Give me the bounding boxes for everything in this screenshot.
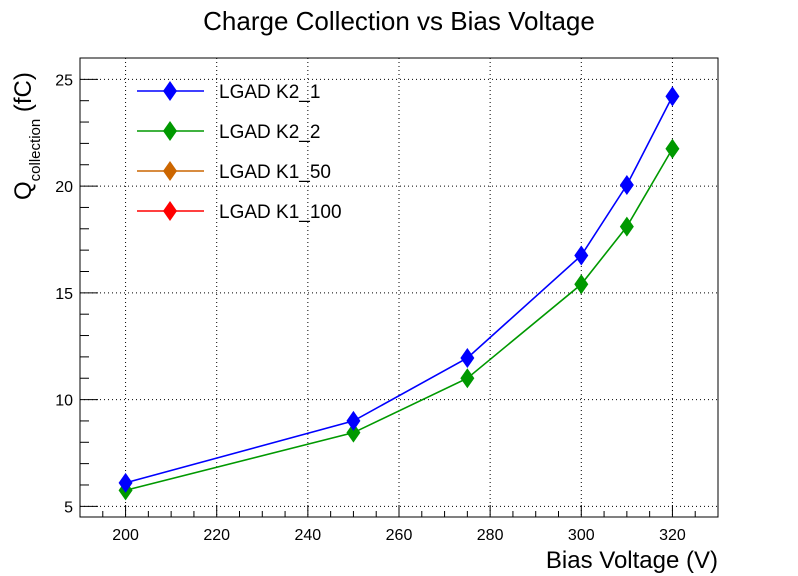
y-axis-title-sub: collection <box>27 119 44 182</box>
series-1-point-4 <box>619 216 634 237</box>
legend-label-2: LGAD K1_50 <box>219 162 331 183</box>
y-tick-label-1: 10 <box>55 393 73 410</box>
y-tick-label-3: 20 <box>55 179 73 196</box>
chart-title: Charge Collection vs Bias Voltage <box>203 6 595 36</box>
series-0-point-1 <box>346 410 361 431</box>
y-axis-title-main: Q <box>10 181 37 200</box>
y-tick-label-4: 25 <box>55 72 73 89</box>
series-0-point-2 <box>460 347 475 368</box>
series-0-point-4 <box>619 175 634 196</box>
y-axis-title-unit: (fC) <box>10 72 37 119</box>
x-tick-label-6: 320 <box>659 527 686 544</box>
series-1-point-1 <box>346 422 361 443</box>
legend-marker-0 <box>163 81 177 101</box>
legend-label-3: LGAD K1_100 <box>219 202 342 223</box>
series-line-0 <box>125 96 674 484</box>
x-tick-label-4: 280 <box>477 527 504 544</box>
x-tick-label-2: 240 <box>295 527 322 544</box>
legend-label-0: LGAD K2_1 <box>219 82 320 103</box>
series-0-point-3 <box>574 245 589 266</box>
series-line-1 <box>125 148 674 492</box>
y-tick-label-0: 5 <box>64 499 73 516</box>
series <box>118 86 680 501</box>
x-axis-title: Bias Voltage (V) <box>546 547 718 574</box>
legend-label-1: LGAD K2_2 <box>219 122 320 143</box>
legend-marker-1 <box>163 121 177 141</box>
grid <box>80 58 718 517</box>
series-0-point-5 <box>665 86 680 107</box>
series-1-point-2 <box>460 368 475 389</box>
legend-marker-3 <box>163 201 177 221</box>
y-axis-title: Qcollection (fC) <box>10 72 44 200</box>
series-1-point-5 <box>665 138 680 159</box>
y-tick-label-2: 15 <box>55 286 73 303</box>
legend: LGAD K2_1 LGAD K2_2 LGAD K1_50 LGAD K1_100 <box>137 81 342 223</box>
x-tick-label-0: 200 <box>112 527 139 544</box>
series-1-point-3 <box>574 274 589 295</box>
x-tick-label-5: 300 <box>568 527 595 544</box>
x-tick-label-1: 220 <box>203 527 230 544</box>
series-0-point-0 <box>118 472 133 493</box>
x-tick-label-3: 260 <box>386 527 413 544</box>
axis-ticks: 200 220 240 260 280 300 320 5 10 15 20 25 <box>55 57 719 544</box>
legend-marker-2 <box>163 161 177 181</box>
